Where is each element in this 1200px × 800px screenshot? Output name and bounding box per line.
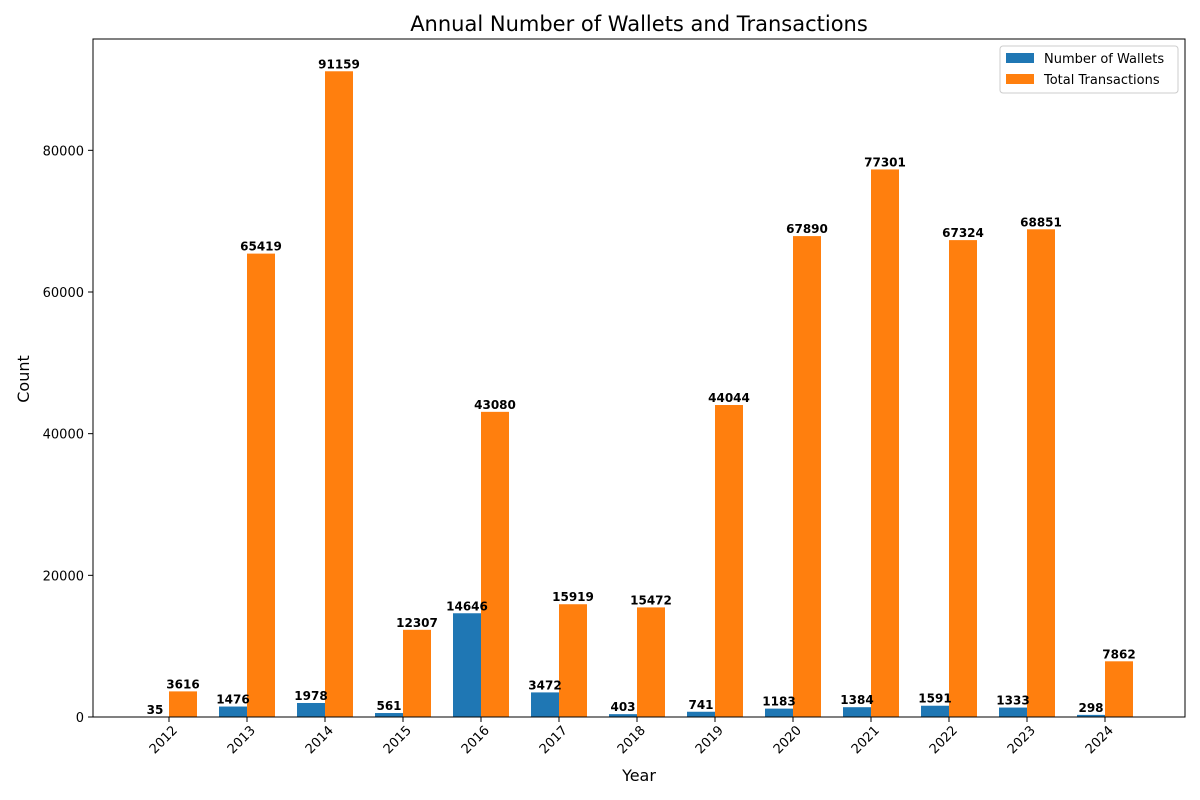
bar-wallets-2018 xyxy=(609,714,637,717)
y-tick-label-60000: 60000 xyxy=(43,286,84,301)
bar-transactions-2012 xyxy=(169,691,197,717)
data-label-wallets-2021: 1384 xyxy=(840,693,873,707)
x-tick-label-2016: 2016 xyxy=(459,723,493,757)
data-label-wallets-2022: 1591 xyxy=(918,692,951,706)
bar-transactions-2015 xyxy=(403,629,431,717)
legend-label-transactions: Total Transactions xyxy=(1043,73,1160,88)
data-label-wallets-2016: 14646 xyxy=(446,599,488,613)
data-label-transactions-2016: 43080 xyxy=(474,398,516,412)
bar-transactions-2019 xyxy=(715,405,743,717)
bar-wallets-2015 xyxy=(375,713,403,717)
y-axis-ticks: 0 20000 40000 60000 80000 xyxy=(43,144,93,726)
bar-wallets-2019 xyxy=(687,711,715,717)
x-axis-ticks: 2012 2013 2014 2015 2016 2017 2018 2019 2020 2021… xyxy=(147,717,1117,757)
y-tick-label-0: 0 xyxy=(76,711,84,726)
y-tick-label-80000: 80000 xyxy=(43,144,84,159)
bar-wallets-2020 xyxy=(765,708,793,717)
bar-wallets-2022 xyxy=(921,705,949,717)
data-label-wallets-2018: 403 xyxy=(610,700,635,714)
y-tick-label-20000: 20000 xyxy=(43,569,84,584)
x-tick-label-2013: 2013 xyxy=(225,723,259,757)
data-label-transactions-2020: 67890 xyxy=(786,222,828,236)
data-label-transactions-2017: 15919 xyxy=(552,590,594,604)
data-label-transactions-2022: 67324 xyxy=(942,226,984,240)
data-label-wallets-2014: 1978 xyxy=(294,689,327,703)
bar-wallets-2016 xyxy=(453,613,481,717)
bar-transactions-2024 xyxy=(1105,661,1133,717)
data-label-wallets-2015: 561 xyxy=(376,699,401,713)
x-tick-label-2019: 2019 xyxy=(693,723,727,757)
data-label-wallets-2024: 298 xyxy=(1078,701,1103,715)
legend-label-wallets: Number of Wallets xyxy=(1044,52,1164,67)
data-label-transactions-2024: 7862 xyxy=(1102,647,1135,661)
data-label-wallets-2012: 35 xyxy=(147,703,164,717)
x-tick-label-2023: 2023 xyxy=(1005,723,1039,757)
bar-transactions-2018 xyxy=(637,607,665,717)
x-tick-label-2022: 2022 xyxy=(927,723,961,757)
data-label-transactions-2013: 65419 xyxy=(240,240,282,254)
data-label-transactions-2012: 3616 xyxy=(166,677,199,691)
data-label-wallets-2020: 1183 xyxy=(762,695,795,709)
x-tick-label-2017: 2017 xyxy=(537,723,571,757)
data-labels-group: 35 1476 1978 561 14646 3472 403 741 1183 1384 1591… xyxy=(147,57,1136,716)
data-label-transactions-2018: 15472 xyxy=(630,593,672,607)
bar-transactions-2017 xyxy=(559,604,587,717)
bars-group xyxy=(141,71,1133,718)
x-tick-label-2024: 2024 xyxy=(1083,723,1117,757)
legend-swatch-transactions xyxy=(1006,74,1034,84)
y-tick-label-40000: 40000 xyxy=(43,428,84,443)
y-axis-label: Count xyxy=(14,355,33,403)
bar-wallets-2017 xyxy=(531,692,559,717)
x-tick-label-2020: 2020 xyxy=(771,723,805,757)
data-label-transactions-2023: 68851 xyxy=(1020,215,1062,229)
x-tick-label-2014: 2014 xyxy=(303,723,337,757)
bar-transactions-2021 xyxy=(871,169,899,717)
chart-title: Annual Number of Wallets and Transaction… xyxy=(410,12,868,36)
bar-wallets-2013 xyxy=(219,706,247,717)
bar-wallets-2024 xyxy=(1077,714,1105,717)
data-label-wallets-2023: 1333 xyxy=(996,694,1029,708)
bar-wallets-2021 xyxy=(843,707,871,717)
x-tick-label-2015: 2015 xyxy=(381,723,415,757)
data-label-wallets-2019: 741 xyxy=(688,698,713,712)
bar-transactions-2013 xyxy=(247,253,275,718)
data-label-wallets-2017: 3472 xyxy=(528,678,561,692)
legend-swatch-wallets xyxy=(1006,53,1034,63)
bar-transactions-2020 xyxy=(793,236,821,717)
bar-wallets-2014 xyxy=(297,702,325,717)
data-label-transactions-2021: 77301 xyxy=(864,155,906,169)
plot-frame xyxy=(92,38,1186,718)
bar-wallets-2023 xyxy=(999,707,1027,717)
x-tick-label-2021: 2021 xyxy=(849,723,883,757)
x-tick-label-2012: 2012 xyxy=(147,723,181,757)
bar-transactions-2016 xyxy=(481,411,509,717)
x-tick-label-2018: 2018 xyxy=(615,723,649,757)
bar-transactions-2022 xyxy=(949,240,977,717)
bar-transactions-2014 xyxy=(325,71,353,718)
data-label-transactions-2019: 44044 xyxy=(708,391,750,405)
bar-transactions-2023 xyxy=(1027,229,1055,717)
data-label-transactions-2014: 91159 xyxy=(318,57,360,71)
data-label-transactions-2015: 12307 xyxy=(396,616,438,630)
legend-box xyxy=(999,45,1179,94)
x-axis-label: Year xyxy=(621,766,656,785)
data-label-wallets-2013: 1476 xyxy=(216,693,249,707)
legend: Number of Wallets Total Transactions xyxy=(999,45,1179,94)
